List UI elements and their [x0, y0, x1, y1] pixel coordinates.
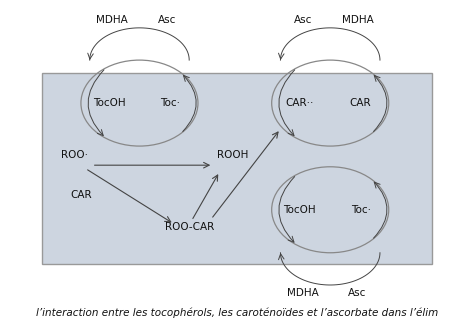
Text: CAR: CAR — [70, 191, 91, 201]
Text: TocOH: TocOH — [283, 205, 316, 215]
Text: Asc: Asc — [348, 288, 367, 298]
Text: MDHA: MDHA — [287, 288, 319, 298]
Text: ROOH: ROOH — [218, 150, 249, 160]
Text: l’interaction entre les tocophérols, les caroténoïdes et l’ascorbate dans l’élim: l’interaction entre les tocophérols, les… — [36, 307, 438, 318]
Text: CAR··: CAR·· — [286, 98, 314, 108]
Text: Toc·: Toc· — [351, 205, 371, 215]
Text: ROO-CAR: ROO-CAR — [164, 222, 214, 232]
Text: Toc·: Toc· — [160, 98, 180, 108]
FancyBboxPatch shape — [42, 73, 432, 264]
Text: CAR: CAR — [350, 98, 372, 108]
Text: Asc: Asc — [158, 15, 176, 25]
Text: TocOH: TocOH — [93, 98, 125, 108]
Text: ROO·: ROO· — [62, 150, 89, 160]
Text: MDHA: MDHA — [96, 15, 128, 25]
Text: MDHA: MDHA — [342, 15, 374, 25]
Text: Asc: Asc — [294, 15, 312, 25]
